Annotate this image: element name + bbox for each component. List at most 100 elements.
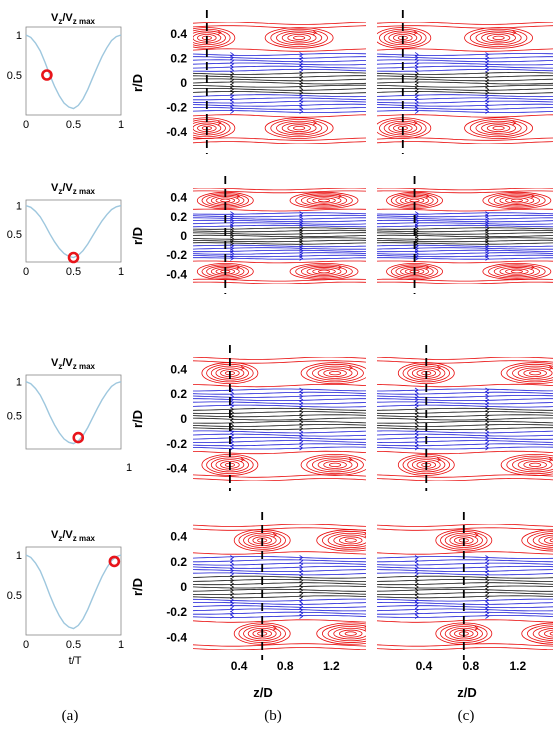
vortex-ring [475, 30, 522, 46]
waveform-xtick-label: 0.5 [66, 266, 81, 278]
waveform-line [25, 204, 122, 259]
vortex-arrow [236, 194, 241, 199]
streamline-arrow [299, 571, 304, 577]
vortex-ring [529, 462, 542, 468]
streamline-arrow [230, 429, 235, 435]
vortex-ring [444, 532, 483, 548]
streamline [377, 619, 553, 623]
streamline-arrow [414, 561, 419, 567]
vortex-ring [276, 30, 323, 46]
streamline [193, 391, 366, 395]
waveform-title: Vz/Vz max [51, 529, 96, 543]
streamline [193, 440, 366, 443]
vortex-ring [293, 126, 306, 131]
vortex-ring [499, 195, 535, 205]
waveform-ytick-label: 0.5 [7, 229, 22, 241]
streamline-arrow [230, 74, 235, 79]
streamline-arrow [230, 439, 235, 444]
vortex-ring [206, 265, 245, 278]
streamline-arrow [414, 610, 419, 616]
stream-ytick-label: -0.2 [166, 605, 187, 619]
streamline [193, 137, 366, 141]
streamline [193, 62, 366, 66]
vortex-ring [492, 35, 505, 40]
streamline-arrow [299, 591, 304, 596]
stream-ytick-label: 0 [180, 229, 187, 243]
vortex-arrow [337, 194, 342, 199]
streamline [193, 229, 366, 233]
streamline [377, 578, 553, 582]
streamline-arrow [414, 99, 419, 105]
streamline [377, 59, 553, 63]
streamline-arrow [485, 594, 490, 600]
streamline [193, 22, 366, 25]
streamline-arrow [230, 419, 235, 425]
streamline-arrow [230, 106, 235, 111]
streamline-arrow [414, 568, 419, 573]
streamline-arrow [230, 99, 235, 105]
vortex-arrow [512, 30, 517, 36]
streamline [377, 414, 553, 418]
streamline [377, 141, 553, 144]
vortex-ring [339, 536, 363, 545]
vortex-ring [312, 457, 359, 473]
streamline-arrow [299, 565, 304, 570]
stream-xtick-label: 0.8 [463, 659, 480, 673]
streamline-arrow [485, 403, 490, 409]
streamline [377, 65, 553, 69]
vortex-ring [505, 268, 529, 275]
streamline-arrow [485, 597, 490, 603]
streamline-arrow [414, 55, 419, 60]
vortex-arrow [217, 120, 222, 126]
vortex-ring [281, 122, 317, 134]
streamline [193, 232, 366, 235]
vortex-ring [333, 627, 366, 640]
streamline [193, 254, 366, 258]
stream-ytick-label: 0 [180, 76, 187, 90]
streamline [377, 562, 553, 566]
vortex-arrow [437, 457, 442, 462]
stream-ytick-label: 0.2 [170, 210, 187, 224]
streamline-arrow [414, 565, 419, 570]
streamline [193, 222, 366, 225]
streamline-arrow [414, 594, 419, 600]
streamline [193, 611, 366, 615]
stream-ytick-label: 0.2 [170, 387, 187, 401]
streamline [193, 81, 366, 85]
stream-ytick-label: 0.4 [170, 27, 187, 41]
streamline-arrow [414, 410, 419, 415]
streamline-arrow [230, 581, 235, 587]
vortex-ring [444, 626, 483, 642]
vortex-arrow [437, 365, 442, 371]
streamline [193, 417, 366, 421]
streamline-arrow [485, 607, 490, 613]
vortex-ring [510, 269, 523, 274]
vortex-arrow [364, 532, 366, 538]
streamline [193, 56, 366, 59]
vortex-ring [493, 194, 540, 207]
waveform-xlabel: t/T [69, 655, 82, 667]
streamline-arrow [414, 555, 419, 560]
streamline-arrow [230, 597, 235, 603]
waveform-title: Vz/Vz max [51, 12, 96, 26]
streamline-arrow [414, 419, 419, 425]
waveform-xtick-label: 0 [23, 119, 29, 131]
vortex-ring [300, 453, 366, 476]
streamline-arrow [230, 423, 235, 428]
streamline-arrow [485, 90, 490, 95]
bottom-labels: t/T z/D z/D (a) (b) (c) 1 [62, 462, 477, 724]
streamline-arrow [299, 610, 304, 616]
streamline [193, 524, 366, 527]
stream-xtick-label: 0.8 [277, 659, 294, 673]
streamline [193, 224, 366, 228]
vortex-arrow [530, 265, 535, 270]
vortex-ring [316, 529, 366, 552]
vortex-ring [469, 28, 528, 47]
streamline [193, 141, 366, 144]
streamline [193, 401, 366, 405]
streamline [377, 424, 553, 427]
streamline-arrow [299, 432, 304, 438]
streamline-arrow [299, 587, 304, 593]
vortex-ring [300, 194, 348, 207]
streamline [377, 430, 553, 434]
